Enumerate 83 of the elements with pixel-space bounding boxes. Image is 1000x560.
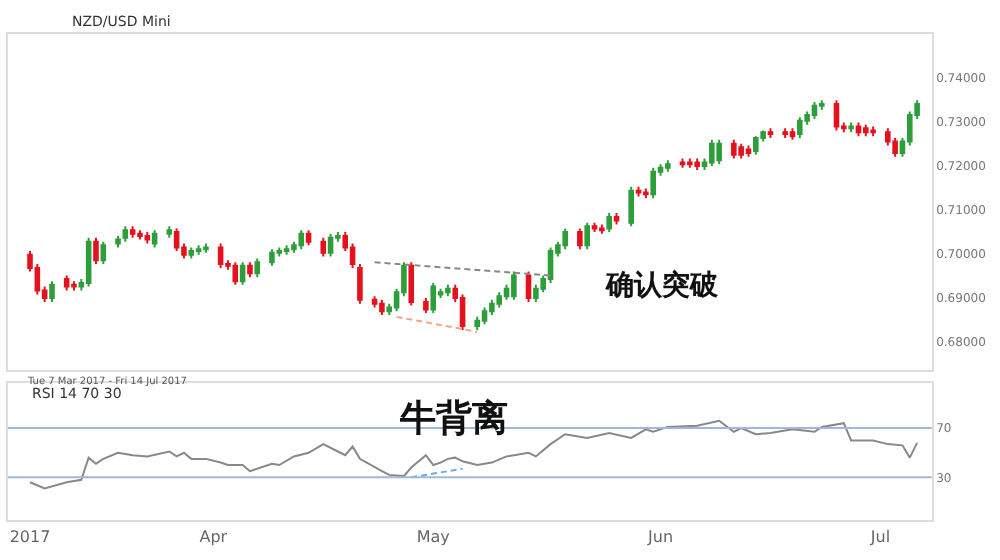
candlestick: [166, 225, 173, 239]
candlestick: [122, 225, 129, 243]
candlestick: [459, 293, 466, 332]
candlestick: [731, 138, 737, 160]
x-tick-label: May: [416, 527, 451, 546]
candlestick: [606, 212, 612, 234]
candlestick: [247, 261, 253, 279]
candlestick: [379, 298, 385, 317]
candlestick: [49, 280, 55, 303]
candlestick: [173, 227, 180, 252]
candlestick: [276, 246, 283, 258]
candlestick: [533, 283, 539, 303]
candlestick: [93, 236, 99, 266]
candlestick: [811, 100, 818, 121]
candlestick: [892, 136, 898, 158]
candlestick: [789, 127, 796, 141]
candlestick: [687, 157, 693, 169]
candlestick: [628, 185, 634, 228]
candlestick: [239, 261, 246, 286]
candlestick: [613, 212, 620, 226]
candlestick: [481, 306, 488, 326]
candlestick: [445, 283, 451, 298]
candlestick: [643, 187, 649, 200]
candlestick: [232, 261, 239, 286]
candlestick: [489, 298, 495, 317]
candlestick: [650, 166, 656, 200]
candlestick: [217, 242, 224, 270]
candlestick: [115, 234, 121, 249]
x-tick-label: Jul: [868, 527, 891, 546]
candlestick: [203, 242, 209, 254]
candlestick: [591, 221, 598, 234]
candlestick: [63, 274, 70, 292]
candlestick: [665, 159, 671, 173]
candlestick: [863, 123, 869, 138]
candlestick: [782, 127, 788, 139]
candlestick: [855, 121, 862, 138]
candlestick: [562, 227, 568, 251]
candlestick: [738, 142, 744, 160]
candlestick: [599, 223, 605, 235]
candlestick: [797, 116, 803, 139]
x-tick-label: 2017: [9, 527, 51, 546]
candlestick: [305, 229, 312, 247]
candlestick: [635, 185, 642, 198]
candlestick: [298, 229, 305, 251]
candlestick: [151, 229, 158, 249]
candlestick: [716, 138, 722, 166]
candlestick: [254, 257, 261, 279]
candlestick: [129, 225, 136, 239]
candlestick: [679, 157, 686, 169]
x-tick-label: Jun: [646, 527, 674, 546]
candlestick: [577, 227, 583, 251]
candlestick: [474, 315, 481, 332]
candlestick: [71, 280, 77, 292]
candlestick: [584, 221, 590, 251]
candlestick: [85, 236, 92, 288]
candlestick: [327, 232, 334, 258]
candlestick: [195, 244, 202, 256]
candlestick: [547, 246, 554, 284]
candlestick: [144, 231, 151, 245]
candlestick: [496, 291, 503, 309]
candlestick: [408, 261, 415, 307]
candlestick: [283, 244, 290, 256]
candlestick: [320, 236, 327, 258]
candlestick: [511, 270, 517, 301]
candlestick: [745, 144, 752, 158]
candlestick: [767, 127, 774, 139]
candlestick: [269, 248, 275, 267]
annotation: 确认突破: [604, 268, 720, 302]
x-tick-label: Apr: [199, 527, 229, 546]
candlestick: [430, 282, 437, 314]
candlestick: [819, 99, 825, 111]
candlestick: [753, 135, 759, 156]
candlestick: [833, 99, 840, 132]
candlestick: [709, 138, 715, 168]
candlestick: [371, 295, 378, 309]
annotation: 牛背离: [398, 398, 508, 440]
candlestick: [694, 157, 700, 172]
candlestick: [188, 246, 195, 260]
candlestick: [870, 125, 876, 138]
candlestick: [137, 229, 143, 241]
candlestick: [100, 240, 107, 266]
candlestick: [423, 296, 429, 314]
candlestick: [848, 121, 854, 134]
